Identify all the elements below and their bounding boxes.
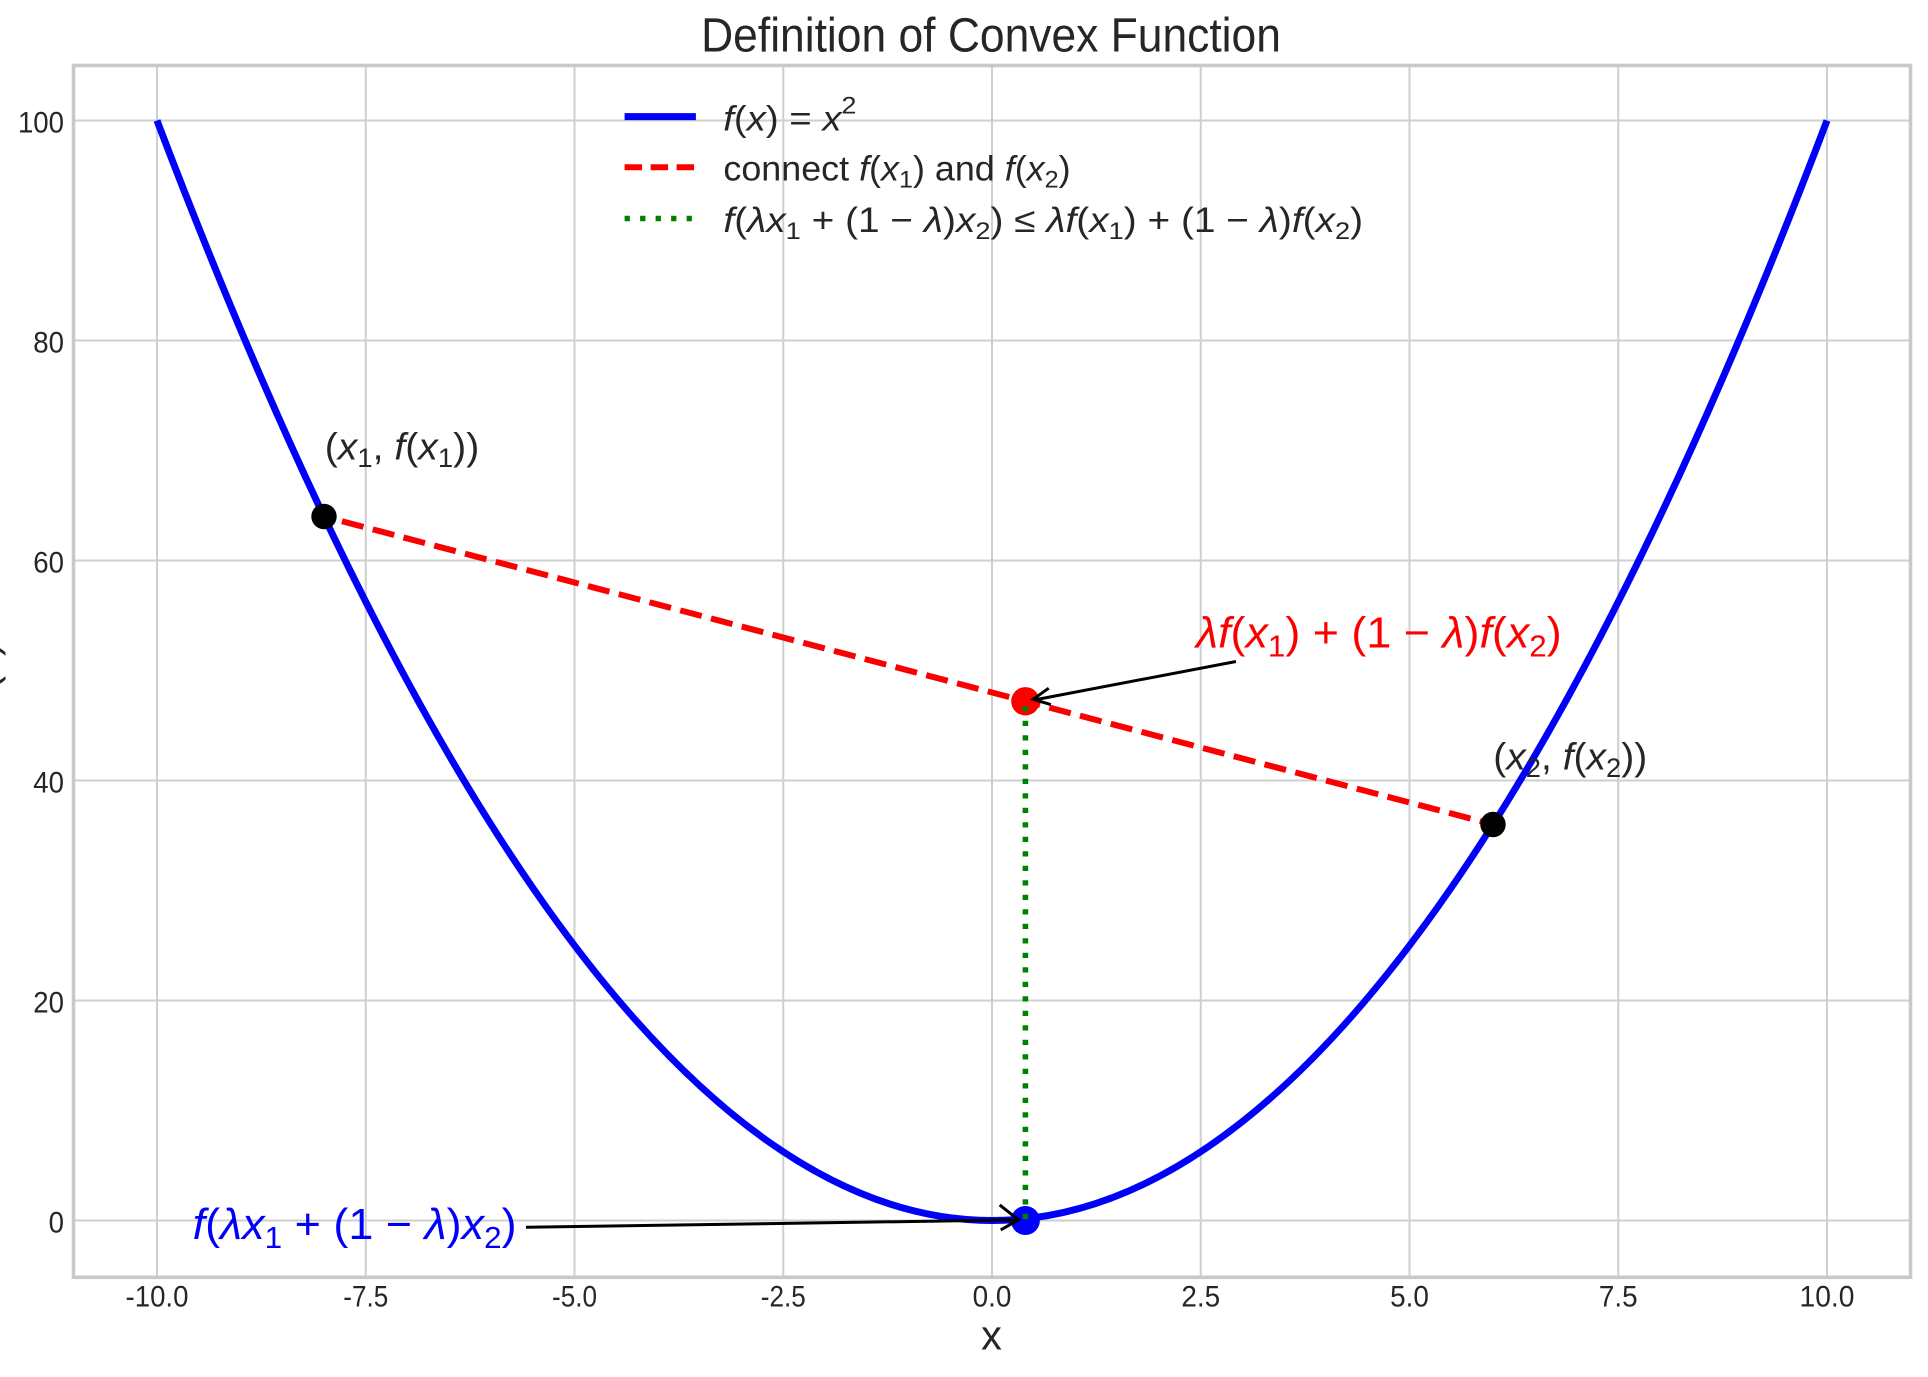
svg-text:connect f(x1) and f(x2): connect f(x1) and f(x2) xyxy=(723,149,1070,194)
svg-text:7.5: 7.5 xyxy=(1599,1280,1638,1313)
svg-text:100: 100 xyxy=(18,106,64,139)
svg-text:60: 60 xyxy=(33,546,64,579)
svg-text:-7.5: -7.5 xyxy=(343,1280,388,1313)
svg-text:Definition of Convex Function: Definition of Convex Function xyxy=(701,8,1281,62)
svg-text:0: 0 xyxy=(49,1206,64,1239)
svg-text:2.5: 2.5 xyxy=(1181,1280,1220,1313)
svg-text:10.0: 10.0 xyxy=(1800,1281,1855,1314)
svg-text:80: 80 xyxy=(33,326,64,359)
svg-text:f(λx1 + (1 − λ)x2) ≤ λf(x1) +: f(λx1 + (1 − λ)x2) ≤ λf(x1) + (1 − λ)f(x… xyxy=(723,201,1363,245)
svg-text:-10.0: -10.0 xyxy=(126,1280,189,1313)
svg-text:-2.5: -2.5 xyxy=(761,1280,806,1313)
svg-text:x: x xyxy=(981,1312,1002,1359)
svg-text:f(x) = x2: f(x) = x2 xyxy=(723,92,856,138)
svg-text:λf(x1) + (1 − λ)f(x2): λf(x1) + (1 − λ)f(x2) xyxy=(1193,609,1562,663)
svg-text:20: 20 xyxy=(33,986,64,1019)
svg-text:f(x): f(x) xyxy=(0,643,6,701)
svg-text:-5.0: -5.0 xyxy=(552,1280,597,1313)
svg-text:40: 40 xyxy=(33,766,64,799)
svg-text:(x2, f(x2)): (x2, f(x2)) xyxy=(1493,736,1647,783)
svg-text:f(λx1 + (1 − λ)x2): f(λx1 + (1 − λ)x2) xyxy=(193,1201,517,1255)
svg-text:(x1, f(x1)): (x1, f(x1)) xyxy=(325,426,480,473)
svg-text:5.0: 5.0 xyxy=(1390,1280,1429,1313)
svg-text:0.0: 0.0 xyxy=(973,1280,1012,1313)
